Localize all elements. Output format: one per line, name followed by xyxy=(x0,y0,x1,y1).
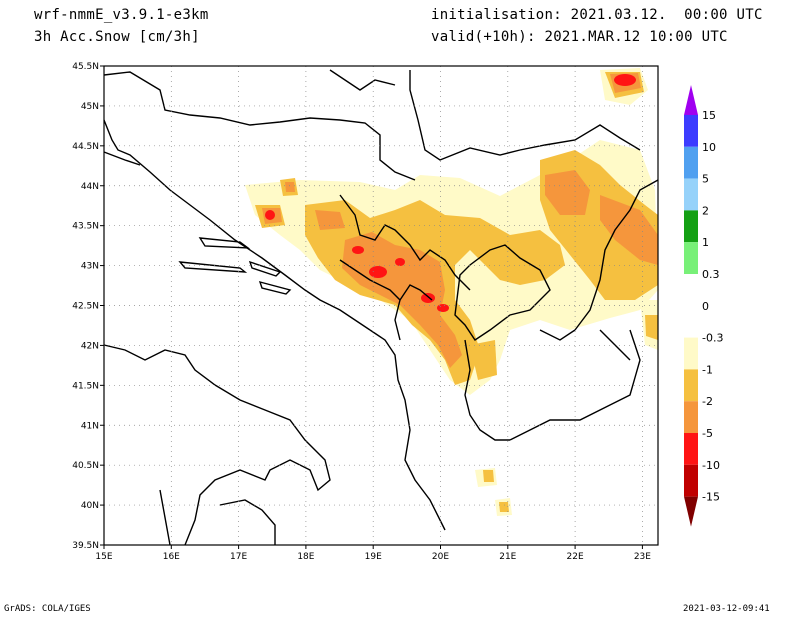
graticule xyxy=(104,66,658,545)
lat-tick-label: 39.5N xyxy=(72,541,99,551)
lon-tick-label: 23E xyxy=(634,552,651,562)
lat-tick-label: 45.5N xyxy=(72,62,99,72)
footer-timestamp: 2021-03-12-09:41 xyxy=(683,604,770,614)
lat-tick-label: 43N xyxy=(81,262,99,272)
colorbar-label: -10 xyxy=(702,459,720,472)
colorbar-label: -2 xyxy=(702,395,713,408)
valid-time-title: valid(+10h): 2021.MAR.12 10:00 UTC xyxy=(431,29,728,45)
colorbar-segment xyxy=(684,433,698,465)
lat-tick-label: 41.5N xyxy=(72,381,99,391)
colorbar-top-arrow xyxy=(684,85,698,115)
lon-tick-label: 17E xyxy=(230,552,247,562)
colorbar-segment xyxy=(684,274,698,306)
colorbar-label: -15 xyxy=(702,491,720,504)
colorbar xyxy=(684,85,698,527)
coastlines xyxy=(103,69,659,546)
colorbar-segment xyxy=(684,305,698,338)
lon-tick-label: 15E xyxy=(95,552,112,562)
lon-tick-label: 21E xyxy=(499,552,516,562)
colorbar-label: 0 xyxy=(702,300,709,313)
lat-tick-label: 44.5N xyxy=(72,142,99,152)
colorbar-label: 2 xyxy=(702,204,709,217)
model-title: wrf-nmmE_v3.9.1-e3km xyxy=(34,7,209,23)
colorbar-segment xyxy=(684,210,698,243)
lon-tick-label: 22E xyxy=(567,552,584,562)
colorbar-segment xyxy=(684,146,698,179)
colorbar-segment xyxy=(684,464,698,497)
footer-grads-credit: GrADS: COLA/IGES xyxy=(4,604,91,614)
lon-tick-label: 18E xyxy=(297,552,314,562)
variable-title: 3h Acc.Snow [cm/3h] xyxy=(34,29,200,45)
lon-tick-label: 20E xyxy=(432,552,449,562)
lat-tick-label: 43.5N xyxy=(72,222,99,232)
lat-tick-label: 41N xyxy=(81,421,99,431)
lon-tick-label: 19E xyxy=(365,552,382,562)
colorbar-segment xyxy=(684,115,698,147)
colorbar-segment xyxy=(684,369,698,402)
colorbar-segment xyxy=(684,178,698,211)
colorbar-segment xyxy=(684,401,698,433)
lat-tick-label: 45N xyxy=(81,102,99,112)
colorbar-label: 0.3 xyxy=(702,268,720,281)
colorbar-label: -5 xyxy=(702,427,713,440)
lat-tick-label: 40N xyxy=(81,501,99,511)
lat-tick-label: 42.5N xyxy=(72,302,99,312)
colorbar-label: 15 xyxy=(702,109,716,122)
colorbar-label: 1 xyxy=(702,236,709,249)
colorbar-bottom-arrow xyxy=(684,496,698,527)
lon-tick-label: 16E xyxy=(163,552,180,562)
initialisation-title: initialisation: 2021.03.12. 00:00 UTC xyxy=(431,7,763,23)
lat-tick-label: 44N xyxy=(81,182,99,192)
colorbar-label: -1 xyxy=(702,363,713,376)
colorbar-segment xyxy=(684,242,698,274)
colorbar-label: -0.3 xyxy=(702,332,723,345)
colorbar-segment xyxy=(684,337,698,370)
lat-tick-label: 42N xyxy=(81,341,99,351)
colorbar-label: 10 xyxy=(702,141,716,154)
colorbar-label: 5 xyxy=(702,173,709,186)
lat-tick-label: 40.5N xyxy=(72,461,99,471)
